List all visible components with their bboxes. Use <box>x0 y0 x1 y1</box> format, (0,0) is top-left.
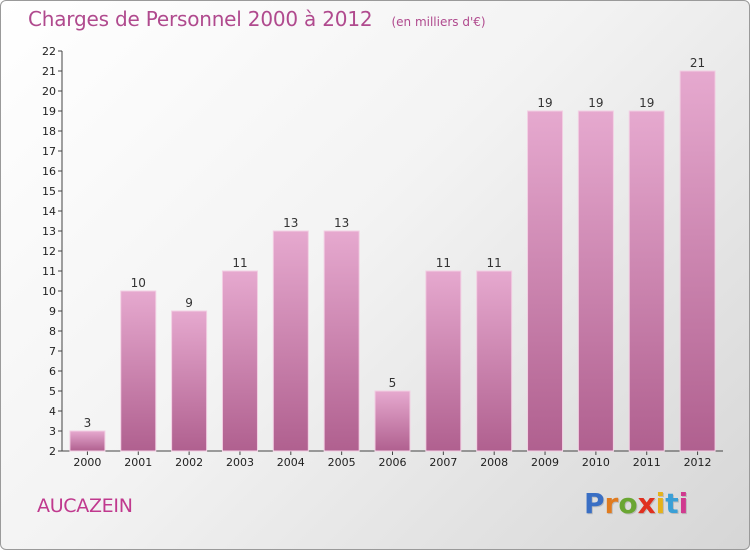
x-tick-label: 2000 <box>73 456 101 469</box>
logo-letter: i <box>655 487 666 520</box>
data-label-2001: 10 <box>131 276 146 290</box>
title-line: Charges de Personnel 2000 à 2012 (en mil… <box>28 7 486 31</box>
data-labels: 3 10 9 11 13 13 5 11 11 19 19 19 21 <box>84 56 706 430</box>
bar-2006 <box>374 390 411 452</box>
y-tick-label: 9 <box>49 305 56 318</box>
x-tick-label: 2008 <box>480 456 508 469</box>
bar-2007 <box>425 270 462 452</box>
data-label-2002: 9 <box>185 296 193 310</box>
bar-2001 <box>120 290 157 452</box>
chart-subtitle: (en milliers d'€) <box>391 15 486 29</box>
x-tick-label: 2003 <box>226 456 254 469</box>
bars <box>69 70 716 452</box>
commune-name: AUCAZEIN <box>37 495 133 517</box>
data-label-2005: 13 <box>334 216 349 230</box>
data-label-2009: 19 <box>537 96 552 110</box>
y-tick-label: 6 <box>49 365 56 378</box>
data-label-2007: 11 <box>436 256 451 270</box>
y-tick-label: 11 <box>42 265 56 278</box>
x-tick-label: 2004 <box>277 456 305 469</box>
y-tick-label: 14 <box>42 205 56 218</box>
bar-2009 <box>527 110 564 452</box>
y-tick-label: 19 <box>42 105 56 118</box>
logo-letter: i <box>678 487 689 520</box>
bar-2010 <box>577 110 614 452</box>
bar-2005 <box>323 230 360 452</box>
bar-2000 <box>69 430 106 452</box>
logo-letter: P <box>584 487 605 520</box>
y-tick-label: 10 <box>42 285 56 298</box>
y-tick-label: 7 <box>49 345 56 358</box>
bar-2012 <box>679 70 716 452</box>
y-tick-label: 18 <box>42 125 56 138</box>
bar-2011 <box>628 110 665 452</box>
logo-letter: o <box>618 487 638 520</box>
data-label-2012: 21 <box>690 56 705 70</box>
y-axis: 2 3 4 5 6 7 8 9 10 11 12 13 14 15 16 17 18 19 20 21 22 <box>42 45 63 458</box>
data-label-2000: 3 <box>84 416 92 430</box>
x-tick-label: 2011 <box>633 456 661 469</box>
data-label-2006: 5 <box>389 376 397 390</box>
x-tick-label: 2010 <box>582 456 610 469</box>
y-tick-label: 5 <box>49 385 56 398</box>
logo-letter: t <box>665 487 679 520</box>
y-tick-label: 15 <box>42 185 56 198</box>
y-tick-label: 4 <box>49 405 56 418</box>
data-label-2003: 11 <box>232 256 247 270</box>
x-tick-label: 2005 <box>328 456 356 469</box>
y-tick-label: 8 <box>49 325 56 338</box>
x-tick-label: 2012 <box>684 456 712 469</box>
y-tick-label: 16 <box>42 165 56 178</box>
y-tick-label: 17 <box>42 145 56 158</box>
y-tick-label: 12 <box>42 245 56 258</box>
x-tick-label: 2006 <box>379 456 407 469</box>
y-tick-label: 21 <box>42 65 56 78</box>
x-axis: 2000 2001 2002 2003 2004 2005 2006 2007 2008 2009… <box>62 450 723 469</box>
logo-letter: x <box>637 487 656 520</box>
bar-2004 <box>272 230 309 452</box>
data-label-2010: 19 <box>588 96 603 110</box>
logo-letter: r <box>604 487 619 520</box>
data-label-2011: 19 <box>639 96 654 110</box>
y-tick-label: 20 <box>42 85 56 98</box>
x-tick-label: 2009 <box>531 456 559 469</box>
bar-2008 <box>476 270 513 452</box>
x-tick-label: 2001 <box>124 456 152 469</box>
bar-2002 <box>171 310 208 452</box>
y-tick-label: 13 <box>42 225 56 238</box>
x-tick-label: 2002 <box>175 456 203 469</box>
y-tick-label: 3 <box>49 425 56 438</box>
x-tick-label: 2007 <box>429 456 457 469</box>
data-label-2004: 13 <box>283 216 298 230</box>
bar-2003 <box>221 270 258 452</box>
y-tick-label: 22 <box>42 45 56 58</box>
data-label-2008: 11 <box>487 256 502 270</box>
y-tick-label: 2 <box>49 445 56 458</box>
chart-title: Charges de Personnel 2000 à 2012 <box>28 7 373 31</box>
proxiti-logo: Proxiti <box>584 487 688 520</box>
